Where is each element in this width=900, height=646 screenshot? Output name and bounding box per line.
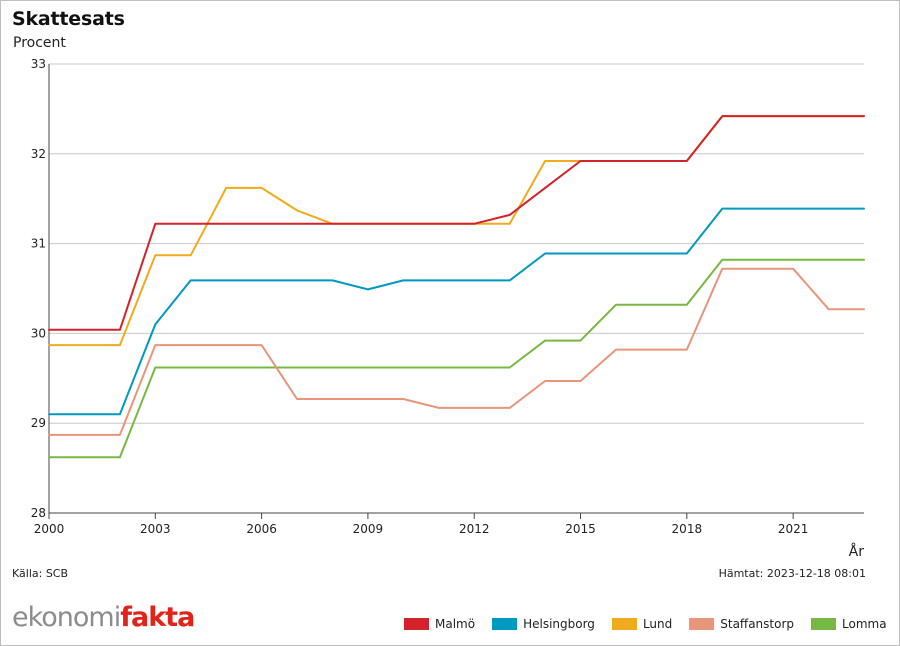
source-note: Källa: SCB bbox=[12, 567, 69, 580]
series-line-staffanstorp bbox=[48, 267, 865, 436]
legend-item[interactable]: Staffanstorp bbox=[689, 617, 794, 631]
series-line-helsingborg bbox=[48, 207, 865, 416]
series-line-lomma bbox=[48, 258, 865, 459]
logo-text-ekonomi: ekonomi bbox=[12, 602, 121, 633]
legend-item[interactable]: Lund bbox=[611, 617, 673, 631]
series-line-lund bbox=[48, 115, 865, 347]
y-tick-label: 28 bbox=[31, 506, 46, 520]
fetched-timestamp: Hämtat: 2023-12-18 08:01 bbox=[718, 567, 866, 580]
x-tick-label: 2015 bbox=[565, 522, 596, 536]
legend-item[interactable]: Malmö bbox=[404, 617, 475, 631]
y-tick-label: 29 bbox=[31, 416, 46, 430]
series-line-malmö bbox=[48, 115, 865, 331]
legend-item[interactable]: Lomma bbox=[811, 617, 887, 631]
x-tick-label: 2006 bbox=[246, 522, 277, 536]
legend-swatch bbox=[811, 618, 837, 630]
legend-label: Lomma bbox=[842, 617, 887, 631]
ekonomifakta-logo[interactable]: ekonomifakta bbox=[12, 602, 195, 633]
x-tick-label: 2018 bbox=[672, 522, 703, 536]
legend-swatch bbox=[404, 618, 429, 630]
x-tick-label: 2009 bbox=[353, 522, 384, 536]
chart-title: Skattesats bbox=[12, 8, 125, 30]
y-axis-unit-label: Procent bbox=[13, 35, 66, 51]
x-tick-label: 2012 bbox=[459, 522, 490, 536]
y-tick-label: 31 bbox=[31, 237, 46, 251]
legend-item[interactable]: Helsingborg bbox=[492, 617, 595, 631]
chart-legend: Malmö Helsingborg Lund Staffanstorp Lomma bbox=[404, 614, 900, 634]
legend-swatch bbox=[611, 618, 637, 630]
legend-label: Lund bbox=[642, 617, 673, 631]
x-tick-label: 2021 bbox=[778, 522, 809, 536]
x-tick-label: 2000 bbox=[34, 522, 65, 536]
legend-label: Malmö bbox=[435, 617, 476, 631]
legend-label: Staffanstorp bbox=[720, 617, 795, 631]
legend-swatch bbox=[492, 618, 518, 630]
legend-swatch bbox=[689, 618, 715, 630]
y-tick-label: 30 bbox=[31, 326, 46, 340]
x-axis-title: År bbox=[849, 543, 865, 560]
y-tick-label: 33 bbox=[31, 57, 46, 71]
y-tick-label: 32 bbox=[31, 147, 46, 161]
logo-text-fakta: fakta bbox=[120, 602, 195, 633]
legend-label: Helsingborg bbox=[523, 617, 595, 631]
x-tick-label: 2003 bbox=[140, 522, 171, 536]
